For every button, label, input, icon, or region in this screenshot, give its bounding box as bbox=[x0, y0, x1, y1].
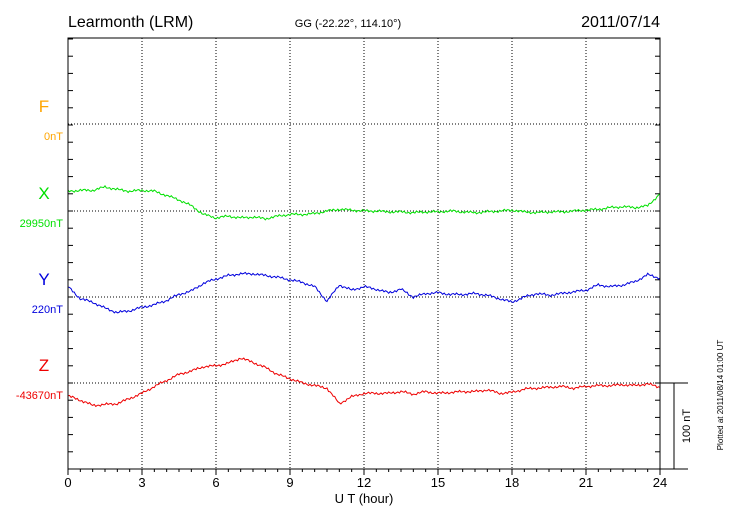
plotted-note: Plotted at 2011/08/14 01:00 UT bbox=[716, 340, 725, 451]
x-tick-label: 0 bbox=[64, 475, 71, 490]
x-tick-label: 9 bbox=[286, 475, 293, 490]
plot-frame bbox=[67, 37, 661, 470]
x-axis-label: U T (hour) bbox=[335, 491, 394, 506]
scale-label: 100 nT bbox=[681, 409, 693, 444]
x-tick-label: 21 bbox=[579, 475, 593, 490]
series-name-y: Y bbox=[38, 270, 49, 289]
x-tick-label: 12 bbox=[357, 475, 371, 490]
x-tick-label: 6 bbox=[212, 475, 219, 490]
date-label: 2011/07/14 bbox=[581, 14, 660, 31]
series-labels: F 0nT X 29950nT Y 220nT Z -43670nT bbox=[16, 97, 63, 402]
coordinates-label: GG (-22.22°, 114.10°) bbox=[295, 18, 401, 30]
series-name-f: F bbox=[39, 97, 49, 116]
trace-y bbox=[67, 271, 661, 314]
series-baseline-y: 220nT bbox=[32, 304, 63, 316]
x-tick-label: 24 bbox=[653, 475, 667, 490]
series-name-z: Z bbox=[39, 356, 49, 375]
trace-z bbox=[67, 357, 661, 408]
series-baseline-z: -43670nT bbox=[16, 390, 63, 402]
grid bbox=[68, 38, 660, 470]
series-baseline-x: 29950nT bbox=[20, 218, 64, 230]
station-title: Learmonth (LRM) bbox=[68, 14, 193, 31]
series-name-x: X bbox=[38, 184, 49, 203]
scale-bar: 100 nT bbox=[660, 382, 693, 470]
x-tick-label: 3 bbox=[138, 475, 145, 490]
traces bbox=[67, 184, 661, 408]
x-tick-label: 15 bbox=[431, 475, 445, 490]
series-baseline-f: 0nT bbox=[44, 131, 63, 143]
x-tick-label: 18 bbox=[505, 475, 519, 490]
x-axis: 0 3 6 9 12 15 18 21 24 bbox=[64, 469, 667, 490]
trace-x bbox=[67, 184, 661, 221]
